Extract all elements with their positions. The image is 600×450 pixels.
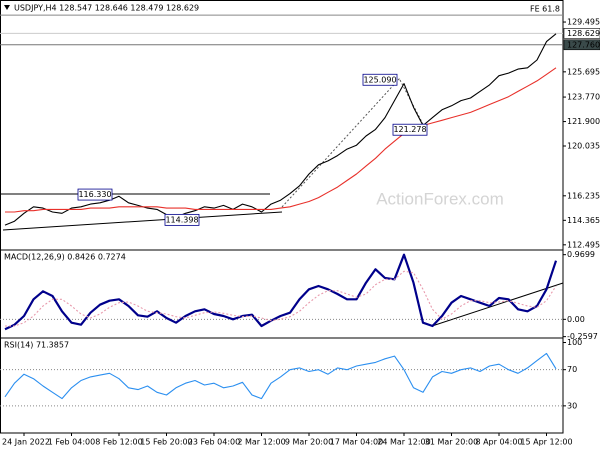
series-line <box>4 33 557 226</box>
y-tick-label: 116.235 <box>567 191 600 200</box>
price-label-box <box>563 28 600 39</box>
y-tick-label: 120.035 <box>567 142 600 151</box>
x-tick-label: 1 Feb 04:00 <box>48 438 95 447</box>
x-tick-label: 15 Apr 12:00 <box>520 438 572 447</box>
plot-frame <box>0 0 564 434</box>
y-tick-label: 114.365 <box>567 216 600 225</box>
x-tick-label: 24 Jan 2022 <box>2 438 50 447</box>
series-line <box>4 253 558 331</box>
level-label-box <box>362 73 398 86</box>
fe-level-label: FE 61.8 <box>530 5 560 14</box>
y-tick-label: -0.2597 <box>567 332 598 341</box>
y-tick-label: 121.900 <box>567 117 600 126</box>
level-label: 125.090 <box>363 75 396 84</box>
trend-line <box>2 211 283 231</box>
price-label: 128.629 <box>567 29 600 38</box>
projection-line <box>281 77 401 208</box>
watermark: ActionForex.com <box>376 189 504 208</box>
x-tick-label: 2 Mar 12:00 <box>237 438 285 447</box>
y-tick-label: 112.495 <box>567 240 600 249</box>
x-tick-label: 23 Feb 04:00 <box>188 438 240 447</box>
level-label-box <box>77 188 113 201</box>
x-tick-label: 31 Mar 20:00 <box>425 438 478 447</box>
y-tick-label: 0.9699 <box>567 250 595 259</box>
y-tick-label: 129.495 <box>567 18 600 27</box>
price-label: 127.760 <box>567 40 600 49</box>
panel-title: MACD(12,26,9) 0.8426 0.7274 <box>4 253 126 262</box>
panel-title: RSI(14) 71.3857 <box>4 341 69 350</box>
level-label-box <box>392 123 428 136</box>
series-line <box>5 67 557 213</box>
panel-title: USDJPY,H4 128.547 128.646 128.479 128.62… <box>14 4 199 13</box>
series-line <box>4 352 557 400</box>
y-tick-label: 70 <box>567 365 577 374</box>
y-tick-label: 0.00 <box>567 315 585 324</box>
series-line <box>5 270 557 327</box>
price-label-box <box>563 39 600 51</box>
level-label: 116.330 <box>78 190 111 199</box>
y-tick-label: 30 <box>567 401 577 410</box>
x-tick-label: 15 Feb 20:00 <box>140 438 192 447</box>
x-tick-label: 24 Mar 12:00 <box>377 438 430 447</box>
y-tick-label: 123.770 <box>567 93 600 102</box>
y-tick-label: 100 <box>567 338 582 347</box>
level-label: 114.398 <box>165 215 198 224</box>
menu-triangle <box>4 5 10 10</box>
x-tick-label: 8 Feb 12:00 <box>95 438 142 447</box>
x-tick-label: 17 Mar 04:00 <box>330 438 383 447</box>
level-label: 121.278 <box>393 125 426 134</box>
x-tick-label: 8 Apr 04:00 <box>475 438 522 447</box>
x-tick-label: 9 Mar 20:00 <box>285 438 333 447</box>
projection-line <box>399 79 426 129</box>
y-tick-label: 125.695 <box>567 67 600 76</box>
level-label-box <box>164 213 200 226</box>
